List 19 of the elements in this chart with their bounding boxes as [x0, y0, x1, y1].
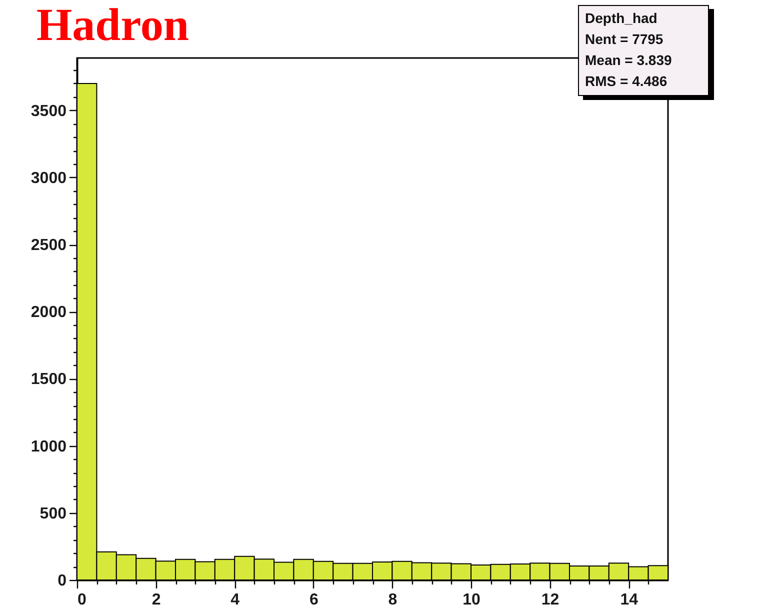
- y-tick-label: 3500: [30, 102, 67, 120]
- x-tick-label: 0: [78, 592, 86, 608]
- x-tick-label: 10: [462, 592, 480, 608]
- x-tick-label: 8: [388, 592, 398, 608]
- y-tick-label: 1000: [30, 438, 67, 456]
- y-tick-label: 3000: [30, 170, 67, 187]
- chart-title: Hadron: [36, 0, 189, 50]
- annotation: Mean = 3.839: [585, 51, 673, 70]
- x-tick-label: 14: [620, 592, 638, 608]
- x-tick-label: 6: [309, 592, 318, 608]
- y-tick-label: 2500: [30, 237, 67, 254]
- y-tick-label: 500: [40, 505, 67, 522]
- y-tick-label: 1500: [30, 371, 67, 388]
- annotation: RMS = 4.486: [585, 72, 668, 91]
- y-tick-label: 2000: [30, 304, 67, 322]
- x-tick-label: 2: [152, 592, 161, 608]
- x-tick-label: 4: [230, 592, 240, 608]
- y-tick-label: 0: [58, 572, 67, 590]
- x-tick-label: 12: [541, 592, 560, 608]
